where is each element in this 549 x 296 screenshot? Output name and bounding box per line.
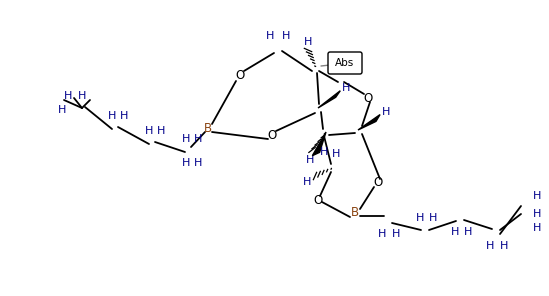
FancyBboxPatch shape bbox=[328, 52, 362, 74]
Text: O: O bbox=[373, 176, 383, 189]
Text: O: O bbox=[313, 194, 323, 207]
Text: O: O bbox=[236, 68, 245, 81]
Text: O: O bbox=[363, 91, 373, 104]
Text: H: H bbox=[451, 227, 459, 237]
Text: H: H bbox=[306, 155, 314, 165]
Text: H: H bbox=[108, 111, 116, 121]
Text: H: H bbox=[303, 177, 311, 187]
Text: H: H bbox=[182, 134, 190, 144]
Text: H: H bbox=[533, 209, 541, 219]
Text: B: B bbox=[204, 121, 212, 134]
Text: H: H bbox=[282, 31, 290, 41]
Text: H: H bbox=[464, 227, 472, 237]
Text: B: B bbox=[351, 207, 359, 220]
Text: H: H bbox=[58, 105, 66, 115]
Text: H: H bbox=[342, 83, 350, 93]
Text: H: H bbox=[194, 134, 202, 144]
Polygon shape bbox=[312, 132, 326, 156]
Text: H: H bbox=[194, 158, 202, 168]
Text: H: H bbox=[304, 37, 312, 47]
Text: H: H bbox=[382, 107, 390, 117]
Text: H: H bbox=[182, 158, 190, 168]
Text: H: H bbox=[392, 229, 400, 239]
Text: H: H bbox=[378, 229, 386, 239]
Polygon shape bbox=[358, 115, 380, 130]
Text: H: H bbox=[533, 223, 541, 233]
Text: H: H bbox=[145, 126, 153, 136]
Text: H: H bbox=[429, 213, 437, 223]
Polygon shape bbox=[318, 91, 340, 108]
Text: H: H bbox=[266, 31, 274, 41]
Text: H: H bbox=[486, 241, 494, 251]
Text: O: O bbox=[267, 128, 277, 141]
Text: Abs: Abs bbox=[335, 58, 355, 68]
Text: H: H bbox=[332, 149, 340, 159]
Text: H: H bbox=[500, 241, 508, 251]
Text: H: H bbox=[533, 191, 541, 201]
Text: H: H bbox=[64, 91, 72, 101]
Text: H: H bbox=[78, 91, 86, 101]
Text: H: H bbox=[120, 111, 128, 121]
Text: H: H bbox=[320, 147, 328, 157]
Text: H: H bbox=[416, 213, 424, 223]
Text: H: H bbox=[157, 126, 165, 136]
